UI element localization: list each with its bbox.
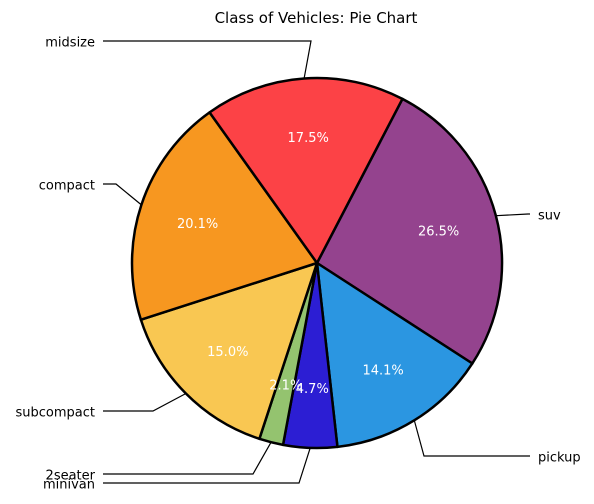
leader-line-pickup (413, 420, 530, 457)
pct-label-suv: 26.5% (418, 224, 459, 239)
leader-line-2seater (103, 441, 272, 475)
leader-lines (103, 40, 530, 484)
category-label-compact: compact (39, 179, 95, 194)
category-label-2seater: 2seater (46, 469, 96, 484)
pct-label-2seater: 2.1% (269, 378, 302, 393)
category-label-midsize: midsize (45, 36, 95, 51)
leader-line-compact (103, 183, 142, 206)
pct-label-midsize: 17.5% (288, 131, 329, 146)
pie-slices (130, 76, 504, 450)
leader-line-subcompact (103, 392, 187, 412)
pie-slice-suv (315, 97, 504, 365)
chart-title: Class of Vehicles: Pie Chart (215, 9, 418, 27)
leader-line-midsize (103, 40, 312, 79)
pct-label-pickup: 14.1% (362, 364, 403, 379)
percentage-labels: 26.5% 14.1% 4.7%2.1% 15.0% 20.1% 17.5% (177, 131, 459, 397)
category-label-subcompact: subcompact (16, 406, 96, 421)
pie-slice-compact (130, 111, 319, 321)
leader-line-minivan (103, 447, 311, 484)
category-label-pickup: pickup (538, 451, 581, 466)
pct-label-minivan: 4.7% (296, 382, 329, 397)
category-label-minivan: minivan (43, 478, 95, 493)
pct-label-subcompact: 15.0% (207, 345, 248, 360)
category-label-suv: suv (538, 209, 561, 224)
pct-label-compact: 20.1% (177, 217, 218, 232)
pie-slice-pickup (315, 261, 474, 449)
leader-line-suv (495, 213, 530, 217)
